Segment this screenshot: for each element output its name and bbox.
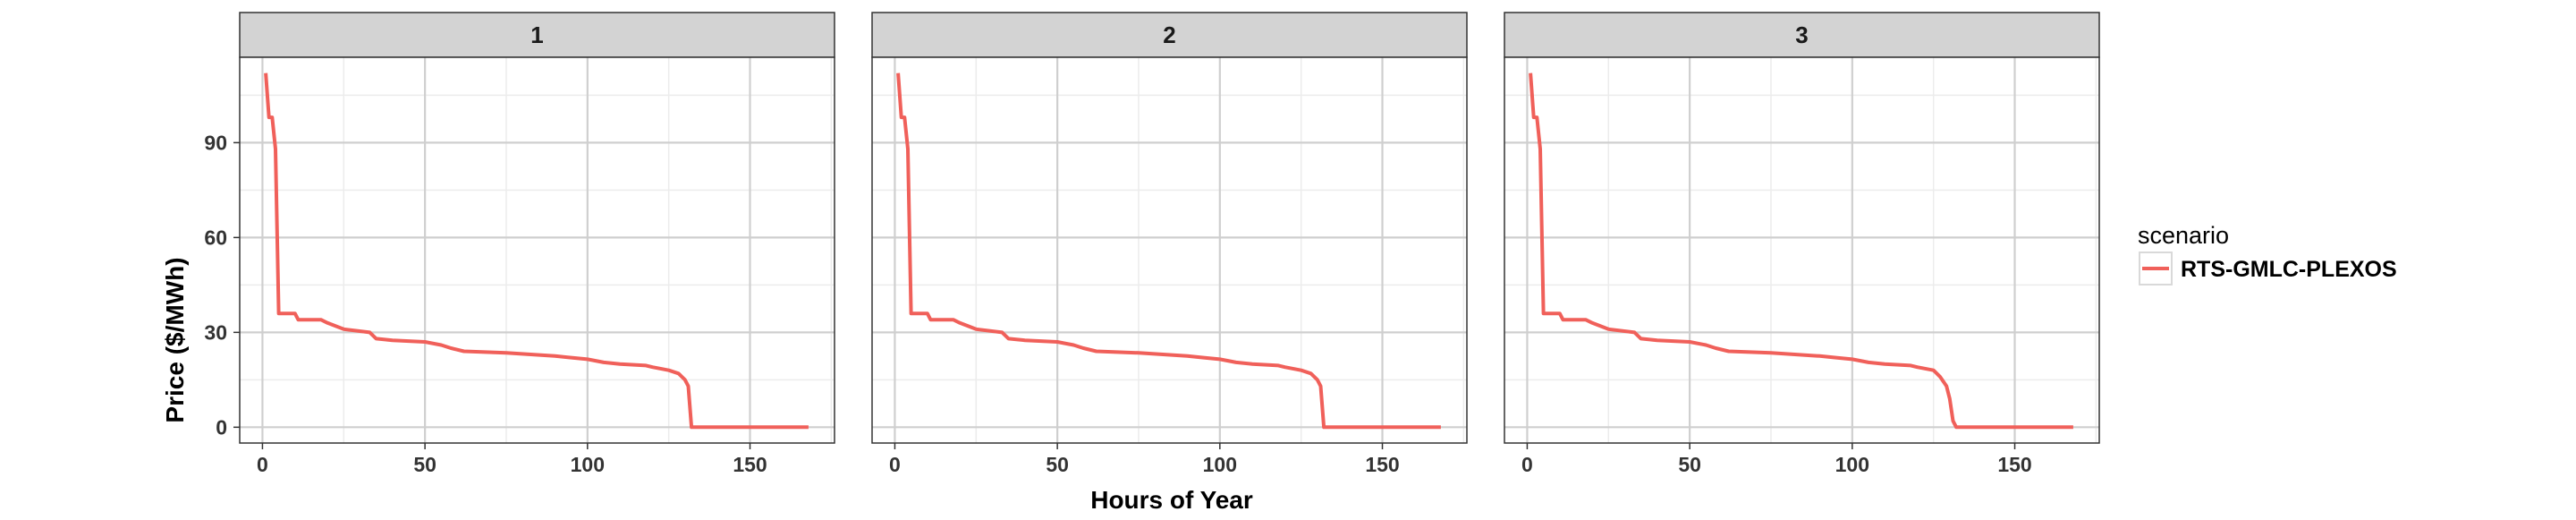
y-tick-label: 60 [204, 226, 227, 249]
x-tick-label: 0 [1521, 453, 1533, 476]
x-tick-label: 50 [413, 453, 436, 476]
x-tick-label: 150 [1365, 453, 1399, 476]
x-tick-label: 150 [733, 453, 767, 476]
x-tick-label: 100 [1835, 453, 1869, 476]
panel-border [1504, 56, 2100, 444]
y-axis-label: Price ($/MWh) [161, 257, 189, 422]
legend: scenario RTS-GMLC-PLEXOS [2138, 222, 2397, 286]
facet-strip [1504, 12, 2100, 58]
x-tick-label: 50 [1046, 453, 1069, 476]
x-tick-label: 100 [1203, 453, 1237, 476]
x-tick-label: 150 [1997, 453, 2031, 476]
series-line [896, 72, 1441, 430]
legend-entry-label: RTS-GMLC-PLEXOS [2181, 257, 2397, 282]
panel-background [240, 57, 835, 443]
x-axis-label: Hours of Year [1090, 486, 1253, 514]
facet-strip-label: 1 [530, 21, 543, 48]
legend-title: scenario [2138, 222, 2229, 249]
y-tick-label: 0 [216, 415, 227, 439]
panel-background [1504, 57, 2099, 443]
facet-panel-2: 2 0 50 100 150 [871, 12, 1468, 476]
series-line [1529, 72, 2073, 430]
y-tick-label: 90 [204, 131, 227, 154]
facet-strip [239, 12, 835, 58]
facet-strip-label: 3 [1795, 21, 1808, 48]
x-tick-label: 100 [571, 453, 605, 476]
x-tick-label: 50 [1678, 453, 1701, 476]
panel-background [872, 57, 1467, 443]
facet-panel-3: 3 0 50 100 150 [1504, 12, 2100, 476]
x-tick-label: 0 [889, 453, 901, 476]
facet-panel-1: 1 0 50 100 150 0 30 60 90 [204, 12, 835, 476]
y-tick-label: 30 [204, 320, 227, 344]
legend-entries: RTS-GMLC-PLEXOS [2139, 251, 2397, 286]
facet-strip-label: 2 [1163, 21, 1175, 48]
x-tick-label: 0 [257, 453, 268, 476]
series-line [264, 72, 809, 430]
panel-border [239, 56, 835, 444]
panel-border [871, 56, 1468, 444]
facet-strip [871, 12, 1468, 58]
